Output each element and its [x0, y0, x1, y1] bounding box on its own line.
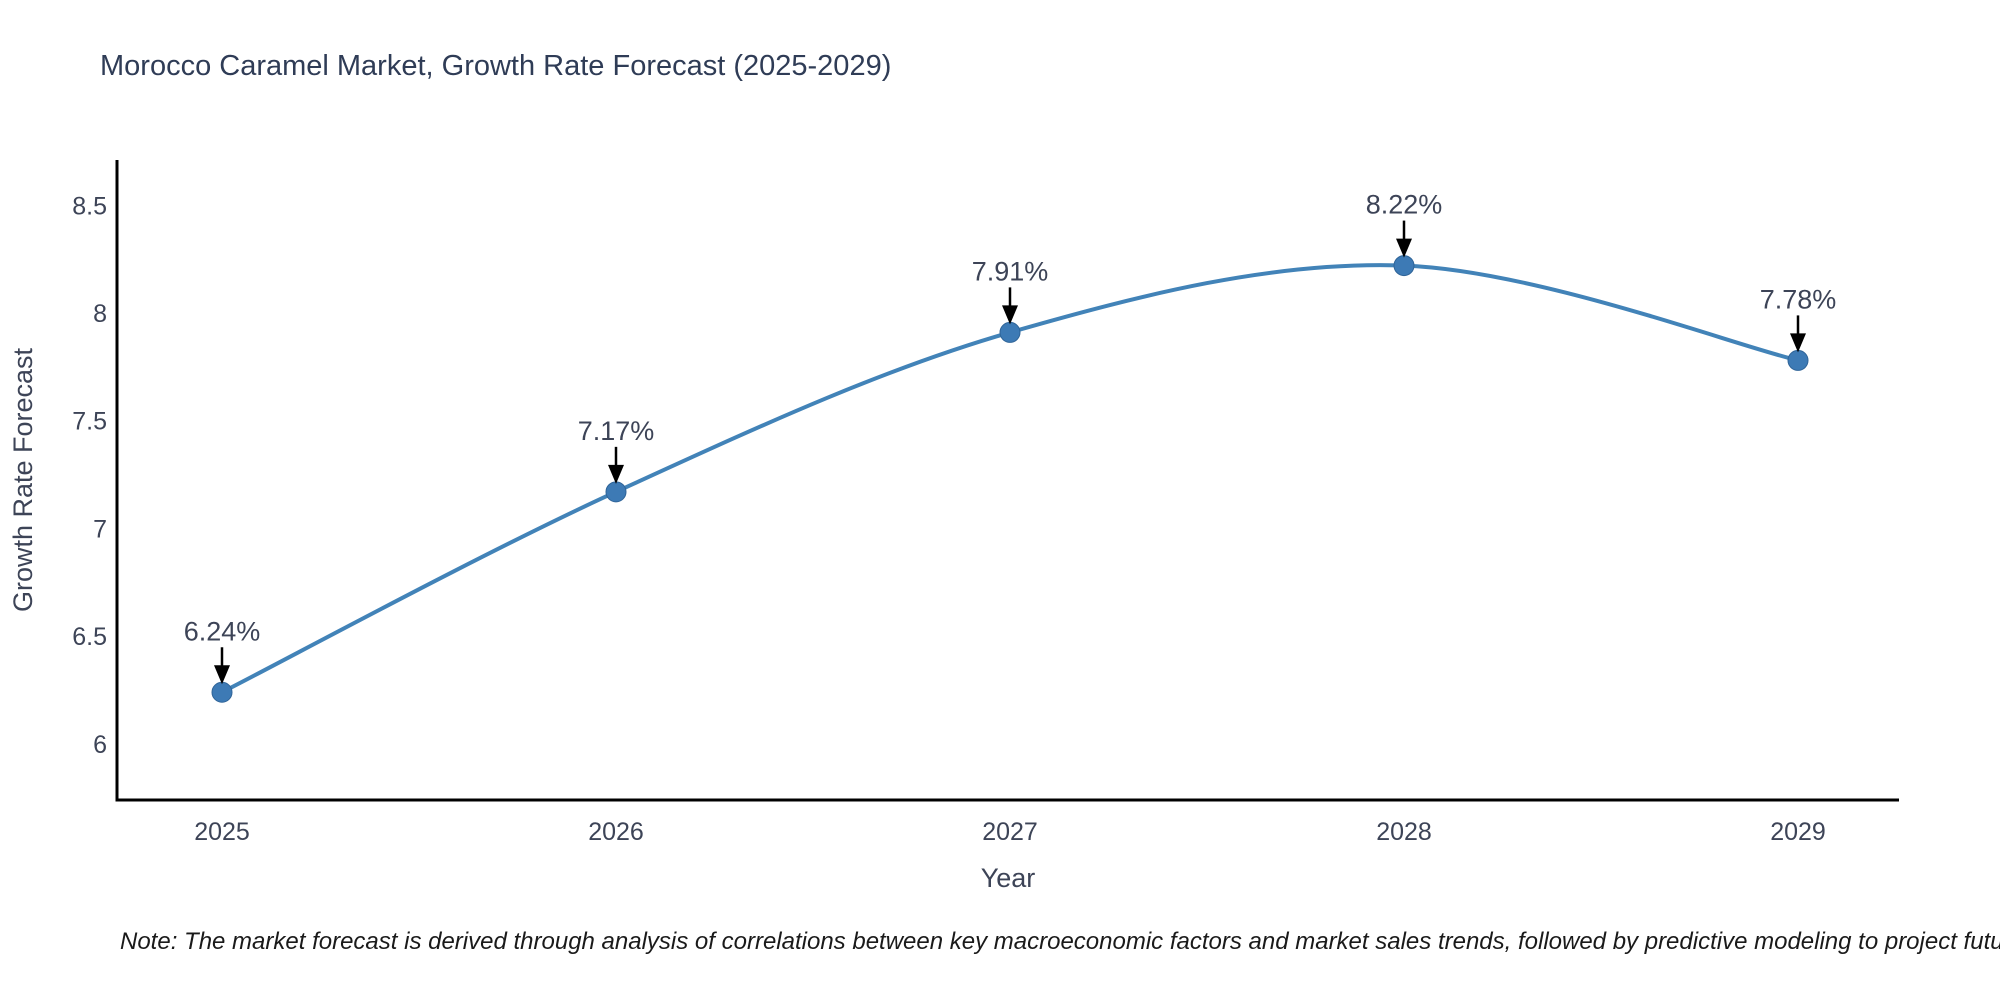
data-point	[1787, 349, 1809, 371]
chart-note: Note: The market forecast is derived thr…	[120, 928, 2000, 955]
annotation-arrow-head	[1790, 333, 1806, 353]
y-tick-label: 7.5	[72, 408, 107, 436]
y-tick-label: 6	[93, 731, 107, 759]
y-tick-label: 6.5	[72, 623, 107, 651]
annotation-arrow-head	[1396, 238, 1412, 258]
annotation-arrow-head	[608, 464, 624, 484]
x-tick-label: 2028	[1376, 818, 1432, 846]
x-tick-label: 2029	[1770, 818, 1826, 846]
annotation-arrow-head	[1002, 305, 1018, 325]
data-point	[605, 481, 627, 503]
data-point	[1393, 255, 1415, 277]
y-tick-label: 8	[93, 300, 107, 328]
y-tick-label: 7	[93, 515, 107, 543]
x-tick-label: 2025	[194, 818, 250, 846]
data-point-label: 6.24%	[184, 616, 261, 646]
chart-title: Morocco Caramel Market, Growth Rate Fore…	[100, 50, 892, 82]
data-point-label: 7.91%	[972, 256, 1049, 286]
y-tick-label: 8.5	[72, 192, 107, 220]
x-axis-title: Year	[981, 863, 1036, 893]
data-point-label: 7.78%	[1760, 284, 1837, 314]
data-point-label: 8.22%	[1366, 190, 1443, 220]
y-axis-title: Growth Rate Forecast	[8, 347, 38, 612]
x-tick-label: 2026	[588, 818, 644, 846]
data-point	[211, 681, 233, 703]
annotation-arrow-head	[214, 665, 230, 685]
data-point	[999, 321, 1021, 343]
data-point-label: 7.17%	[578, 416, 655, 446]
x-tick-label: 2027	[982, 818, 1038, 846]
